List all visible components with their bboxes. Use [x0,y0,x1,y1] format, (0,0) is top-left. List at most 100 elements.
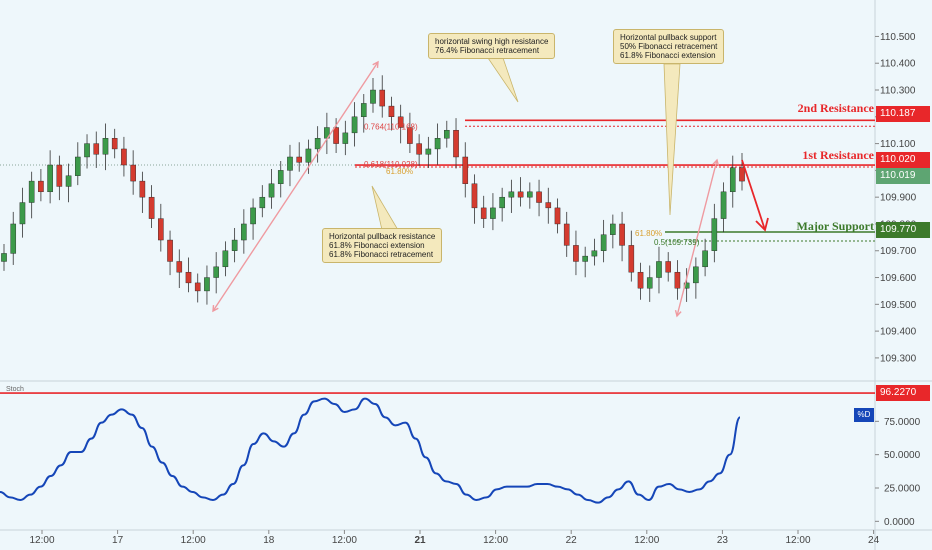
candle-body [517,191,524,198]
candle-body [1,253,7,262]
candle-body [296,156,303,163]
candle-body [305,148,312,163]
fib-arrow-left-head [372,60,379,69]
stochastic-panel [0,392,875,504]
candle-body [130,164,136,182]
second-resistance-price-tag: 110.187 [876,106,930,122]
candle-body [314,138,321,150]
time-tick-label: 12:00 [785,535,810,546]
candle-body [167,239,173,262]
candle-body [268,183,275,198]
candle-body [444,129,450,139]
fib-label: 0.764(110.168) [364,122,418,131]
stoch-tick-label: 75.0000 [884,417,921,428]
price-tick-label: 110.500 [880,32,916,43]
first-resistance-price-tag: 110.020 [876,152,930,168]
time-tick-label: 12:00 [483,535,508,546]
first-resistance-label: 1st Resistance [802,148,874,162]
fib-arrows [212,54,769,318]
fib-label: 0.618(110.028) [364,160,418,169]
candle-body [582,255,588,262]
stoch-tick-label: 50.0000 [884,450,921,461]
candle-body [693,266,699,284]
candle-body [674,271,681,289]
time-tick-label: 12:00 [29,535,54,546]
annotation-pullback-resistance: Horizontal pullback resistance 61.8% Fib… [322,228,443,263]
price-tick-label: 109.700 [880,246,917,257]
candle-body [471,183,478,209]
time-tick-label: 18 [263,535,275,546]
candle-body [351,116,358,134]
candle-body [480,207,487,219]
candle-body [619,223,625,246]
candle-body [490,207,496,219]
candle-body [56,164,63,187]
time-tick-label: 22 [566,535,578,546]
candle-body [600,234,607,251]
fib-label: 61.80% [635,229,662,238]
candle-body [499,196,505,209]
price-tick-label: 110.100 [880,139,916,150]
candle-body [360,103,367,118]
candle-body [241,223,247,241]
candle-body [194,282,201,292]
candle-body [665,261,671,273]
candle-body [139,180,146,198]
candle-body [729,167,736,193]
forecast-arrow [741,159,766,231]
time-tick-label: 24 [868,535,880,546]
stoch-tick-label: 0.0000 [884,517,915,528]
candle-body [388,105,395,118]
indicator-name: Stoch [6,386,24,393]
stoch-d-line [0,397,741,504]
candle-body [74,156,81,176]
candle-body [637,271,644,289]
candle-body [536,191,542,203]
candle-body [711,218,718,251]
stoch-tick-label: 25.0000 [884,484,921,495]
time-axis: 12:00 17 12:00 18 12:00 21 12:00 22 12:00 23 12:00… [29,530,880,546]
candle-body [527,191,533,198]
candle-body [222,250,229,268]
candle-body [554,207,561,225]
major-support-label: Major Support [796,219,874,233]
candle-body [563,223,570,246]
time-tick-label: 12:00 [332,535,357,546]
price-tick-label: 109.900 [880,193,917,204]
fib-arrow-right [676,159,718,317]
price-tick-label: 110.400 [880,59,916,70]
candle-body [47,164,53,193]
pointer-pullback-resistance [371,185,399,231]
candle-body [287,156,293,171]
forecast-arrow-head [755,217,769,232]
annotation-pullback-support: Horizontal pullback support 50% Fibonacc… [613,29,725,64]
candle-body [111,138,118,150]
candle-body [213,266,219,278]
candle-body [231,239,238,251]
candle-body [10,223,17,254]
pointer-pullback-support [663,63,681,216]
candle-body [591,250,598,257]
candle-body [333,127,339,144]
price-tick-label: 109.500 [880,300,917,311]
candle-body [683,282,690,289]
candle-body [102,138,109,155]
fib-labels: 0.764(110.168)0.618(110.028)61.80%61.80%… [364,122,700,247]
price-tick-label: 109.300 [880,353,917,364]
fib-label: 61.80% [386,167,413,176]
candle-body [425,148,432,155]
candle-body [508,191,515,198]
price-tick-label: 110.300 [880,86,916,97]
fib-arrow-right-tail [674,310,682,318]
candle-body [416,143,422,155]
annotation-swing-high: horizontal swing high resistance 76.4% F… [428,33,556,59]
price-tick-label: 109.600 [880,273,917,284]
candle-body [397,116,404,128]
candle-body [646,277,653,289]
candle-body [93,143,100,155]
candle-body [379,89,386,107]
candle-body [148,196,155,219]
time-tick-label: 12:00 [634,535,659,546]
candle-body [573,245,579,262]
time-tick-label: 12:00 [181,535,206,546]
